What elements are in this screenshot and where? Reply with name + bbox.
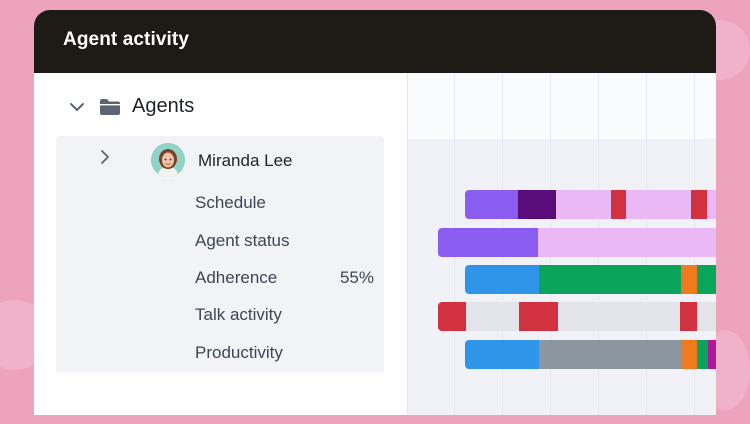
timeline-segment-red[interactable]	[611, 190, 626, 219]
timeline-bar-adherence[interactable]	[465, 265, 716, 294]
timeline-segment-light-purple[interactable]	[626, 190, 691, 219]
tree-group-label: Agents	[132, 95, 195, 117]
timeline-segment-red[interactable]	[691, 190, 707, 219]
metric-label-agent-status: Agent status	[195, 231, 290, 250]
timeline-pane	[408, 73, 716, 415]
timeline-segment-red[interactable]	[519, 302, 558, 331]
panel-title: Agent activity	[63, 29, 189, 50]
timeline-segment-dark-purple[interactable]	[518, 190, 556, 219]
pane-divider[interactable]	[407, 73, 408, 415]
timeline-segment-light-purple[interactable]	[556, 190, 611, 219]
timeline-segment-orange[interactable]	[681, 340, 697, 369]
tree-group-agents[interactable]: Agents	[34, 87, 408, 127]
agent-activity-panel: Agent activity Agents	[34, 10, 716, 415]
timeline-bar-productivity[interactable]	[465, 340, 716, 369]
panel-header: Agent activity	[34, 10, 716, 73]
timeline-bar-talk-activity[interactable]	[438, 302, 716, 331]
timeline-bar-agent-status[interactable]	[438, 228, 716, 257]
timeline-segment-light-gray[interactable]	[697, 302, 716, 331]
timeline-bar-schedule[interactable]	[465, 190, 716, 219]
chevron-right-icon[interactable]	[97, 149, 113, 165]
timeline-segment-green[interactable]	[697, 265, 716, 294]
timeline-segment-blue[interactable]	[465, 265, 539, 294]
timeline-segment-green[interactable]	[697, 340, 708, 369]
adherence-value: 55%	[339, 268, 374, 287]
metric-label-schedule: Schedule	[195, 193, 266, 212]
avatar	[151, 143, 185, 177]
folder-icon	[100, 99, 120, 115]
timeline-segment-magenta[interactable]	[708, 340, 716, 369]
metric-label-talk-activity: Talk activity	[195, 305, 282, 324]
agent-tree: Agents Miranda Lee Schedule Agent status…	[34, 73, 408, 415]
timeline-segment-red[interactable]	[438, 302, 466, 331]
timeline-segment-light-gray[interactable]	[558, 302, 680, 331]
timeline-segment-red[interactable]	[680, 302, 697, 331]
timeline-segment-light-purple[interactable]	[538, 228, 716, 257]
agent-name[interactable]: Miranda Lee	[198, 151, 293, 170]
timeline-segment-green[interactable]	[539, 265, 681, 294]
chevron-down-icon[interactable]	[67, 97, 87, 117]
timeline-segment-light-purple[interactable]	[707, 190, 716, 219]
timeline-segment-blue[interactable]	[465, 340, 539, 369]
agent-row-miranda-lee	[56, 136, 384, 372]
timeline-segment-orange[interactable]	[681, 265, 697, 294]
metric-label-productivity: Productivity	[195, 343, 283, 362]
timeline-segment-light-gray[interactable]	[466, 302, 519, 331]
timeline-segment-gray[interactable]	[539, 340, 681, 369]
timeline-segment-purple[interactable]	[438, 228, 538, 257]
timeline-segment-purple[interactable]	[465, 190, 518, 219]
metric-label-adherence: Adherence	[195, 268, 278, 287]
